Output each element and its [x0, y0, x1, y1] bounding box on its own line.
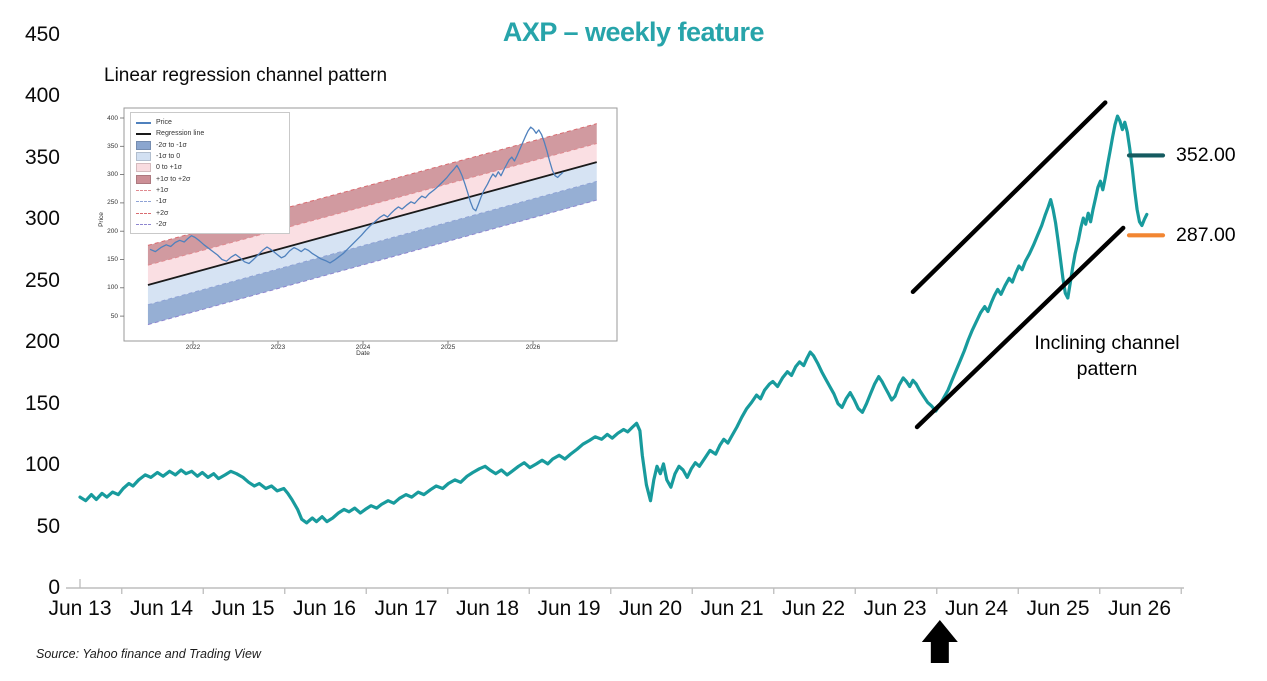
inset-y-tick-label: 150: [107, 256, 118, 263]
legend-label: -2σ: [156, 220, 167, 228]
legend-swatch-patch-icon: [136, 152, 151, 162]
legend-label: +2σ: [156, 209, 169, 217]
x-tick-label: Jun 23: [863, 597, 927, 620]
source-note: Source: Yahoo finance and Trading View: [36, 647, 261, 661]
legend-label: Price: [156, 119, 172, 127]
inset-y-tick-label: 250: [107, 199, 118, 207]
inset-legend-item: -1σ to 0: [136, 151, 284, 162]
x-tick-label: Jun 20: [618, 597, 683, 620]
inset-sigma-line: [147, 142, 597, 266]
inset-x-axis-title: Date: [356, 350, 370, 357]
inset-legend-item: +2σ: [136, 207, 284, 218]
inset-y-tick-label: 50: [110, 312, 118, 320]
inset-caption: Linear regression channel pattern: [104, 65, 388, 86]
inset-y-tick-label: 350: [107, 142, 118, 150]
legend-swatch-dashed-icon: [136, 212, 151, 214]
inset-y-tick-label: 100: [107, 284, 118, 292]
y-tick-label: 0: [48, 576, 60, 599]
inset-x-tick-label: 2025: [440, 344, 456, 351]
legend-label: +1σ: [156, 186, 169, 194]
y-tick-label: 450: [24, 22, 60, 46]
legend-label: -1σ to 0: [156, 153, 181, 161]
y-tick-label: 400: [24, 84, 60, 108]
inset-legend-item: Price: [136, 117, 284, 128]
up-arrow-icon: [921, 620, 958, 663]
legend-swatch-line-icon: [136, 132, 151, 135]
channel-annotation: Inclining channel pattern: [1034, 332, 1180, 380]
x-tick-label: Jun 14: [129, 597, 194, 620]
x-tick-label: Jun 25: [1026, 597, 1090, 620]
inset-x-tick-label: 2024: [355, 344, 371, 351]
inset-sigma-line: [147, 199, 597, 326]
y-tick-label: 250: [24, 268, 60, 292]
inset-band-2: [147, 143, 597, 285]
x-tick-label: Jun 16: [292, 597, 357, 620]
inset-legend-item: +1σ to +2σ: [136, 173, 284, 184]
legend-swatch-patch-icon: [136, 174, 151, 184]
inset-sigma-line: [147, 180, 597, 306]
y-tick-label: 150: [24, 391, 60, 415]
legend-label: -2σ to -1σ: [156, 141, 187, 149]
inset-legend-item: Regression line: [136, 128, 284, 139]
inset-y-axis-title: Price: [97, 212, 105, 227]
inset-x-tick-label: 2022: [185, 344, 201, 351]
legend-label: -1σ: [156, 198, 167, 206]
x-tick-label: Jun 13: [48, 597, 112, 620]
legend-swatch-dashed-icon: [136, 201, 151, 203]
legend-swatch-dashed-icon: [136, 223, 151, 225]
legend-label: Regression line: [156, 130, 205, 138]
legend-swatch-line-icon: [136, 121, 151, 124]
chart-title: AXP – weekly feature: [502, 17, 765, 47]
inset-legend-item: +1σ: [136, 185, 284, 196]
inset-legend-item: -2σ to -1σ: [136, 140, 284, 151]
channel-lower-line: [914, 225, 1126, 430]
inset-y-tick-label: 400: [107, 114, 118, 122]
x-tick-label: Jun 22: [781, 597, 846, 620]
price-level-label-lower: 287.00: [1176, 224, 1236, 247]
y-tick-label: 300: [24, 207, 60, 231]
y-tick-label: 100: [24, 453, 60, 477]
x-tick-label: Jun 26: [1107, 597, 1172, 620]
x-tick-label: Jun 24: [944, 597, 1009, 620]
inset-legend-item: 0 to +1σ: [136, 162, 284, 173]
legend-label: +1σ to +2σ: [156, 175, 191, 183]
y-tick-label: 350: [24, 145, 60, 169]
y-tick-label: 200: [24, 330, 60, 354]
legend-swatch-patch-icon: [136, 163, 151, 173]
price-line: [78, 114, 1149, 525]
inset-legend: Price Regression line -2σ to -1σ -1σ to 0 0 …: [130, 112, 290, 234]
x-tick-label: Jun 15: [211, 597, 275, 620]
x-tick-label: Jun 19: [537, 597, 601, 620]
legend-swatch-dashed-icon: [136, 189, 151, 191]
channel-upper-line: [910, 100, 1108, 295]
inset-legend-item: -1σ: [136, 196, 284, 207]
inset-band-0: [147, 181, 597, 325]
x-tick-label: Jun 17: [374, 597, 438, 620]
inset-price-line: [149, 126, 564, 265]
inset-legend-item: -2σ: [136, 219, 284, 230]
x-tick-label: Jun 18: [455, 597, 520, 620]
inset-y-tick-label: 200: [107, 227, 118, 235]
legend-swatch-patch-icon: [136, 140, 151, 150]
inset-band-1: [147, 162, 597, 305]
inset-y-tick-label: 300: [107, 171, 118, 179]
price-level-label-upper: 352.00: [1176, 144, 1236, 167]
x-tick-label: Jun 21: [700, 597, 764, 620]
inset-x-tick-label: 2023: [270, 344, 286, 351]
legend-label: 0 to +1σ: [156, 164, 182, 172]
inset-x-tick-label: 2026: [525, 344, 541, 351]
y-tick-label: 50: [36, 514, 60, 538]
